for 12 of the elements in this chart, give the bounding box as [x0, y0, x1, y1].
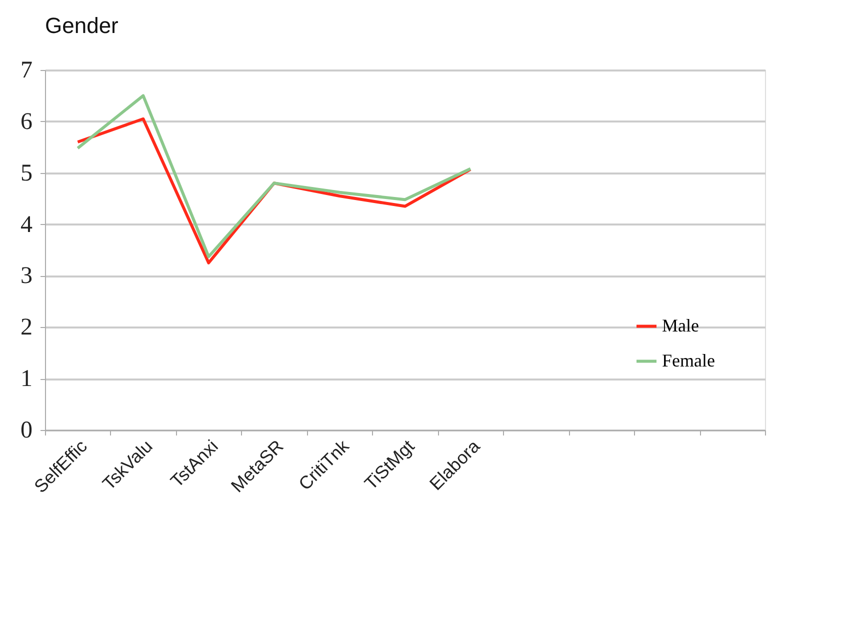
y-tick-label: 7: [20, 58, 32, 84]
y-tick-label: 3: [20, 263, 32, 290]
chart-title: Gender: [45, 13, 118, 38]
legend-label: Female: [662, 350, 715, 370]
line-series: [76, 94, 472, 258]
y-tick-label: 1: [20, 366, 32, 392]
y-tick-label: 5: [20, 160, 32, 186]
y-tick-label: 0: [20, 418, 32, 444]
legend-label: Male: [662, 315, 699, 336]
y-tick-label: 2: [20, 314, 32, 341]
y-tick-label: 6: [20, 108, 32, 135]
y-tick-label: 4: [20, 212, 32, 238]
